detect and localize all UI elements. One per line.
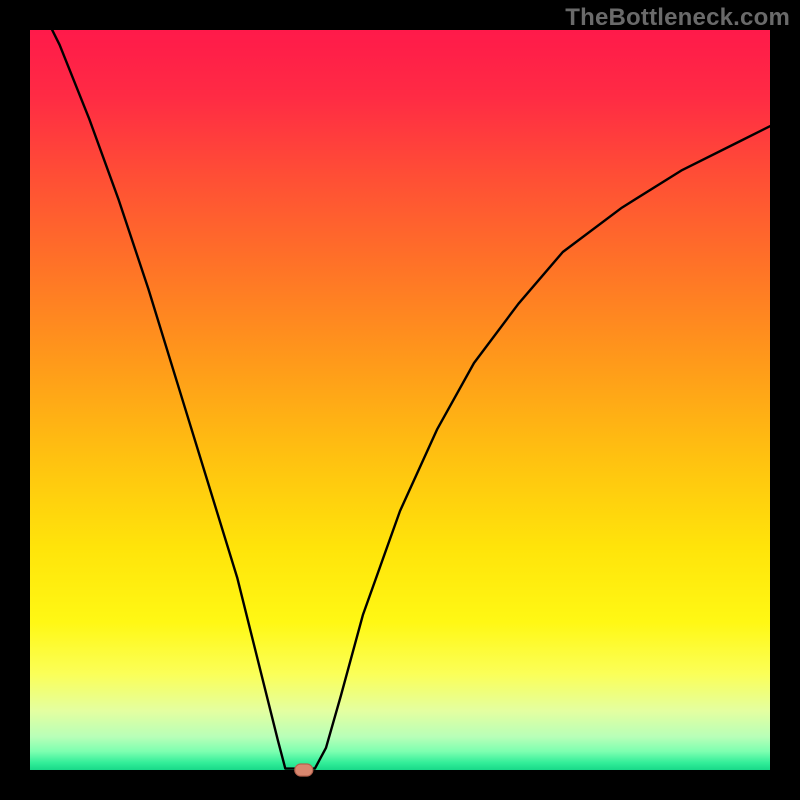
figure-root: TheBottleneck.com	[0, 0, 800, 800]
watermark-text: TheBottleneck.com	[565, 4, 790, 32]
bottleneck-chart	[0, 0, 800, 800]
optimal-marker	[295, 764, 313, 776]
gradient-background	[30, 30, 770, 770]
